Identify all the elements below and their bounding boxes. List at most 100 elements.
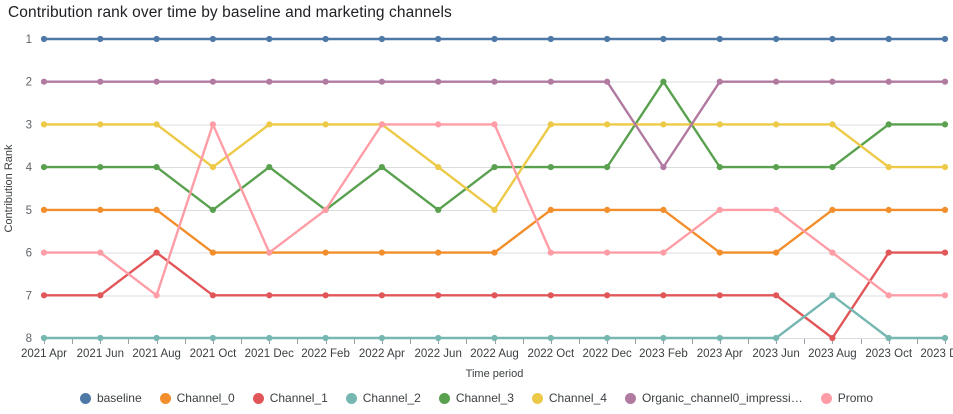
data-point [829, 164, 836, 171]
y-axis-tick-label: 7 [26, 290, 32, 302]
data-point [378, 292, 385, 299]
data-point [266, 292, 273, 299]
data-point [547, 334, 554, 342]
series-line [42, 208, 947, 254]
data-point [604, 249, 611, 256]
data-point [941, 164, 949, 171]
legend-item-baseline[interactable]: baseline [79, 392, 142, 404]
legend-item-channel-3[interactable]: Channel_3 [438, 391, 514, 405]
data-point [829, 334, 836, 342]
data-point [773, 292, 780, 299]
legend-item-label: Channel_1 [269, 391, 328, 405]
data-point [660, 121, 667, 128]
data-point [660, 249, 667, 256]
data-point [322, 334, 329, 342]
data-point [153, 121, 160, 128]
data-point [97, 292, 104, 299]
y-axis-tick-label: 5 [26, 205, 32, 217]
x-axis-tick-label: 2023 Jun [752, 348, 799, 360]
data-point [660, 292, 667, 299]
data-point [660, 35, 667, 43]
data-point [153, 334, 160, 342]
data-point [97, 334, 104, 342]
y-axis-tick-label: 2 [26, 77, 32, 89]
data-point [660, 78, 667, 85]
data-point [604, 334, 611, 342]
data-point [266, 121, 273, 128]
data-point [378, 249, 385, 256]
data-point [829, 35, 836, 43]
legend-item-organic-channel0-impressi[interactable]: Organic_channel0_impressi… [624, 392, 803, 404]
data-point [773, 249, 780, 256]
data-point [322, 78, 329, 85]
data-point [266, 78, 273, 85]
data-point [209, 121, 216, 128]
data-point [491, 35, 498, 43]
legend-item-label: Channel_3 [455, 391, 514, 405]
series-line [42, 80, 947, 212]
data-point [322, 292, 329, 299]
x-axis-tick-label: 2023 Aug [808, 348, 857, 360]
legend-item-channel-2[interactable]: Channel_2 [345, 392, 421, 404]
data-point [941, 249, 949, 256]
data-point [40, 78, 48, 85]
data-point [97, 249, 104, 256]
data-point [885, 292, 892, 299]
legend-item-label: Channel_0 [176, 391, 235, 405]
y-axis-tick-labels: 1 2 3 4 5 6 7 8 [26, 34, 33, 345]
data-point [153, 35, 160, 43]
y-axis-tick-label: 1 [26, 34, 32, 46]
legend-item-label: Channel_4 [548, 391, 607, 405]
legend-swatch-icon [438, 392, 450, 404]
data-point [209, 206, 216, 213]
data-point [266, 35, 273, 43]
data-point [547, 292, 554, 299]
data-point [435, 334, 442, 342]
data-point [40, 292, 48, 299]
data-point [660, 164, 667, 171]
data-point [491, 334, 498, 342]
x-axis-tick-label: 2022 Apr [359, 348, 405, 360]
data-point [435, 78, 442, 85]
data-point [153, 206, 160, 213]
data-point [773, 121, 780, 128]
data-point [604, 121, 611, 128]
y-axis-tick-label: 6 [26, 248, 32, 260]
x-axis-tick-label: 2023 Apr [697, 348, 743, 360]
data-point [40, 206, 48, 213]
data-point [209, 334, 216, 342]
data-series [40, 35, 949, 342]
data-point [97, 35, 104, 43]
x-axis-tick-label: 2023 Oct [865, 348, 912, 360]
y-axis-tick-label: 8 [26, 333, 32, 345]
data-point [435, 206, 442, 213]
data-point [209, 292, 216, 299]
legend-swatch-icon [79, 392, 91, 404]
series-line [42, 294, 947, 340]
data-point [716, 78, 723, 85]
data-point [941, 78, 949, 85]
legend-item-label: Promo [837, 391, 874, 405]
legend-item-channel-0[interactable]: Channel_0 [159, 391, 235, 405]
x-axis-tick-label: 2021 Dec [245, 348, 294, 360]
legend-item-promo[interactable]: Promo [820, 391, 874, 405]
data-point [491, 292, 498, 299]
data-point [209, 164, 216, 171]
data-point [885, 121, 892, 128]
series-channel-0 [40, 206, 949, 256]
legend-swatch-icon [159, 392, 171, 404]
series-baseline [40, 35, 949, 43]
data-point [378, 78, 385, 85]
data-point [378, 164, 385, 171]
legend-item-channel-1[interactable]: Channel_1 [252, 391, 328, 405]
legend-item-channel-4[interactable]: Channel_4 [531, 391, 607, 405]
data-point [885, 334, 892, 342]
data-point [716, 164, 723, 171]
series-channel-2 [40, 292, 949, 342]
plot-area: 1 2 3 4 5 6 7 8 2021 Apr 2021 Jun 2021 Aug 2021 Oc… [3, 34, 953, 380]
data-point [153, 164, 160, 171]
data-point [209, 78, 216, 85]
x-axis-tick-labels: 2021 Apr 2021 Jun 2021 Aug 2021 Oct 2021 Dec… [21, 348, 953, 360]
legend-swatch-icon [252, 392, 264, 404]
